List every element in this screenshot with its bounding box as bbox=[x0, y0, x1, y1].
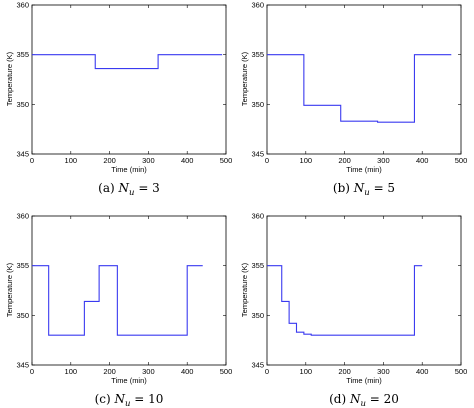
y-tick-label-b-3: 360 bbox=[251, 1, 264, 10]
panel-b: Temperature (K) Time (min) 0 100 200 300 400… bbox=[240, 1, 467, 199]
y-axis-label-d: Temperature (K) bbox=[240, 262, 249, 317]
y-tick-label-c-2: 355 bbox=[16, 261, 29, 270]
caption-subscript-b: u bbox=[364, 188, 369, 198]
caption-suffix-a: = 3 bbox=[135, 181, 160, 195]
panel-d: Temperature (K) Time (min) 0 100 200 300 400… bbox=[240, 212, 467, 408]
x-tick-label-c-0: 0 bbox=[30, 367, 34, 376]
x-tick-label-b-5: 500 bbox=[455, 156, 468, 165]
series-line-d bbox=[267, 265, 423, 336]
caption-d: (d) Nu = 20 bbox=[329, 392, 399, 408]
y-tick-label-c-3: 360 bbox=[16, 212, 29, 221]
x-tick-label-b-2: 200 bbox=[338, 156, 351, 165]
x-tick-label-c-4: 400 bbox=[181, 367, 194, 376]
x-tick-label-a-4: 400 bbox=[181, 156, 194, 165]
series-line-a bbox=[32, 54, 223, 70]
x-tick-label-d-0: 0 bbox=[265, 367, 269, 376]
y-tick-label-a-3: 360 bbox=[16, 1, 29, 10]
x-tick-label-a-3: 300 bbox=[142, 156, 155, 165]
y-tick-label-a-2: 355 bbox=[16, 50, 29, 59]
y-tick-label-d-1: 350 bbox=[251, 311, 264, 320]
y-tick-label-b-1: 350 bbox=[251, 100, 264, 109]
x-tick-label-b-0: 0 bbox=[265, 156, 269, 165]
caption-suffix-b: = 5 bbox=[370, 181, 395, 195]
caption-suffix-c: = 10 bbox=[130, 392, 163, 406]
caption-symbol-c: N bbox=[113, 392, 125, 406]
caption-prefix-b: (b) bbox=[333, 181, 354, 195]
plot-frame-a bbox=[31, 4, 227, 155]
x-tick-label-c-5: 500 bbox=[220, 367, 233, 376]
y-tick-label-d-0: 345 bbox=[251, 361, 264, 370]
caption-a: (a) Nu = 3 bbox=[98, 181, 160, 198]
ticks-b: 0 100 200 300 400 500 345 350 355 360 bbox=[251, 1, 467, 166]
caption-prefix-c: (c) bbox=[95, 392, 115, 406]
x-tick-label-a-2: 200 bbox=[103, 156, 116, 165]
x-tick-label-b-3: 300 bbox=[377, 156, 390, 165]
y-tick-label-a-1: 350 bbox=[16, 100, 29, 109]
series-line-b bbox=[267, 54, 452, 123]
y-tick-label-c-1: 350 bbox=[16, 311, 29, 320]
x-tick-label-d-5: 500 bbox=[455, 367, 468, 376]
caption-c: (c) Nu = 10 bbox=[95, 392, 164, 408]
panel-a: Temperature (K) Time (min) 0 100 200 300 400… bbox=[5, 1, 232, 199]
x-tick-label-a-1: 100 bbox=[65, 156, 78, 165]
caption-subscript-a: u bbox=[129, 188, 134, 198]
plot-frame-c bbox=[31, 215, 227, 366]
caption-subscript-d: u bbox=[360, 399, 365, 408]
caption-symbol-a: N bbox=[118, 181, 130, 195]
caption-subscript-c: u bbox=[125, 399, 130, 408]
ticks-c: 0 100 200 300 400 500 345 350 355 360 bbox=[16, 212, 232, 377]
caption-prefix-a: (a) bbox=[98, 181, 118, 195]
caption-suffix-d: = 20 bbox=[366, 392, 399, 406]
x-axis-label-a: Time (min) bbox=[111, 165, 147, 174]
x-tick-label-a-0: 0 bbox=[30, 156, 34, 165]
plot-frame-b bbox=[266, 4, 462, 155]
x-tick-label-d-2: 200 bbox=[338, 367, 351, 376]
ticks-a: 0 100 200 300 400 500 345 350 355 360 bbox=[16, 1, 232, 166]
x-tick-label-b-4: 400 bbox=[416, 156, 429, 165]
x-axis-label-b: Time (min) bbox=[346, 165, 382, 174]
y-axis-label-b: Temperature (K) bbox=[240, 51, 249, 106]
x-tick-label-b-1: 100 bbox=[300, 156, 313, 165]
ticks-d: 0 100 200 300 400 500 345 350 355 360 bbox=[251, 212, 467, 377]
x-tick-label-d-4: 400 bbox=[416, 367, 429, 376]
x-axis-label-c: Time (min) bbox=[111, 376, 147, 385]
y-axis-label-a: Temperature (K) bbox=[5, 51, 14, 106]
series-line-c bbox=[32, 265, 203, 336]
x-tick-label-c-1: 100 bbox=[65, 367, 78, 376]
y-axis-label-c: Temperature (K) bbox=[5, 262, 14, 317]
x-tick-label-c-3: 300 bbox=[142, 367, 155, 376]
y-tick-label-b-2: 355 bbox=[251, 50, 264, 59]
x-axis-label-d: Time (min) bbox=[346, 376, 382, 385]
caption-b: (b) Nu = 5 bbox=[333, 181, 395, 198]
panel-c: Temperature (K) Time (min) 0 100 200 300 400… bbox=[5, 212, 232, 408]
caption-symbol-d: N bbox=[349, 392, 361, 406]
y-tick-label-d-2: 355 bbox=[251, 261, 264, 270]
caption-symbol-b: N bbox=[353, 181, 365, 195]
y-tick-label-b-0: 345 bbox=[251, 150, 264, 159]
x-tick-label-a-5: 500 bbox=[220, 156, 233, 165]
x-tick-label-d-3: 300 bbox=[377, 367, 390, 376]
y-tick-label-c-0: 345 bbox=[16, 361, 29, 370]
caption-prefix-d: (d) bbox=[329, 392, 350, 406]
x-tick-label-d-1: 100 bbox=[300, 367, 313, 376]
y-tick-label-d-3: 360 bbox=[251, 212, 264, 221]
plot-frame-d bbox=[266, 215, 462, 366]
x-tick-label-c-2: 200 bbox=[103, 367, 116, 376]
y-tick-label-a-0: 345 bbox=[16, 150, 29, 159]
